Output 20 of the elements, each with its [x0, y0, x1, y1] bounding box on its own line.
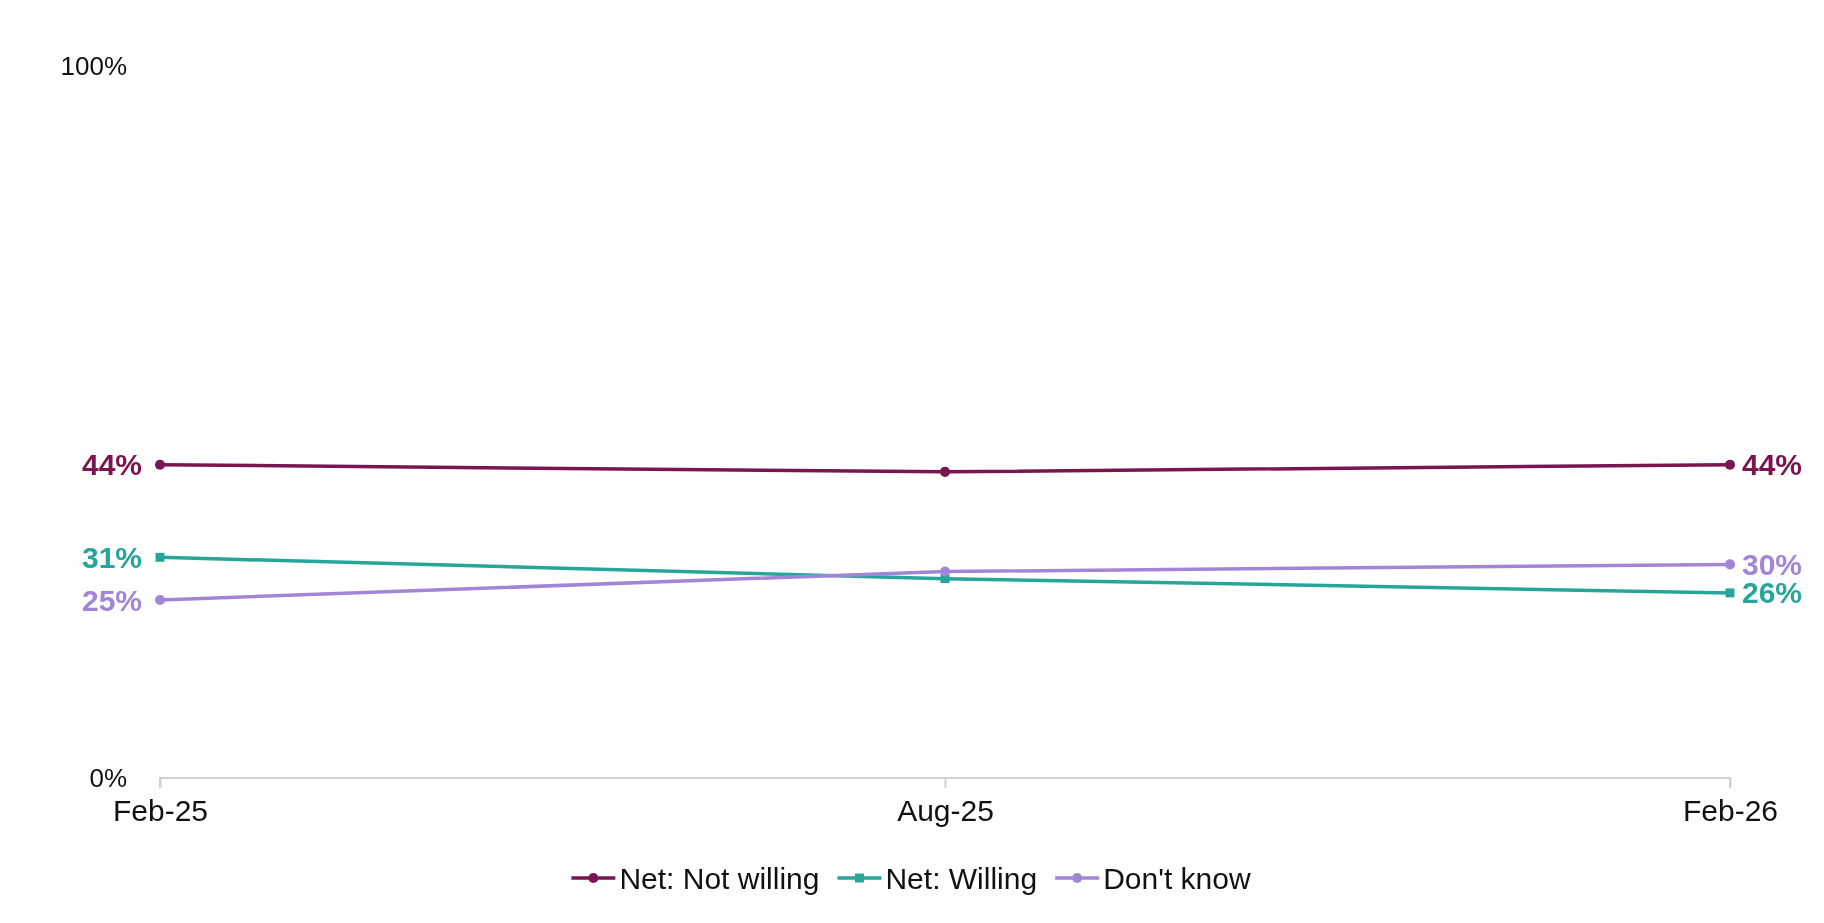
point: [1724, 459, 1736, 470]
y-tick-label: 100%: [60, 50, 127, 81]
x-tick-label: Aug-25: [897, 794, 994, 828]
data-label: 31%: [81, 540, 142, 574]
point: [939, 566, 951, 577]
point: [155, 552, 165, 562]
data-label: 25%: [81, 583, 142, 617]
data-label: 44%: [1742, 448, 1803, 482]
legend-label: Net: Willing: [885, 861, 1038, 895]
point: [154, 459, 166, 470]
y-tick-label: 0%: [89, 762, 127, 793]
legend-label: Don't know: [1103, 861, 1251, 895]
point: [1725, 588, 1735, 598]
legend-label: Net: Not willing: [619, 861, 820, 895]
point: [154, 594, 166, 606]
x-tick-label: Feb-25: [112, 794, 209, 828]
point: [1724, 559, 1736, 570]
x-tick-label: Feb-26: [1682, 794, 1779, 828]
data-label: 44%: [81, 448, 142, 482]
point: [939, 466, 951, 477]
